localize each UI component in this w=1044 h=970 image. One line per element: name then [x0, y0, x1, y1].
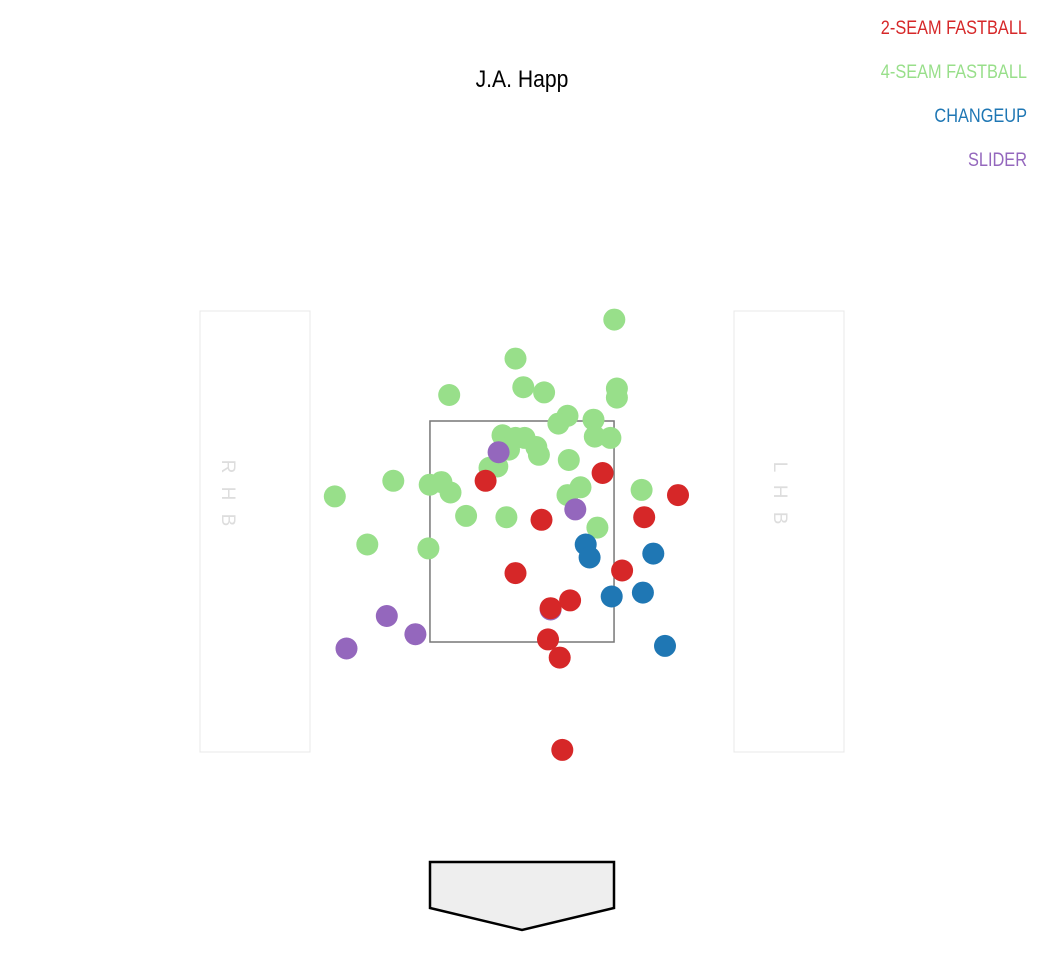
pitch-dot-2-seam-fastball: [667, 484, 689, 507]
pitch-dot-4-seam-fastball: [582, 408, 605, 431]
pitch-dot-4-seam-fastball: [605, 386, 628, 409]
pitch-dot-4-seam-fastball: [603, 308, 626, 331]
rhb-box: [199, 310, 311, 753]
strike-zone: [429, 420, 615, 643]
pitch-dot-changeup: [578, 546, 601, 569]
pitch-dot-4-seam-fastball: [382, 469, 405, 492]
pitch-dot-slider: [487, 441, 510, 464]
home-plate: [428, 860, 616, 932]
pitch-dot-4-seam-fastball: [438, 384, 461, 406]
pitch-dot-4-seam-fastball: [630, 478, 653, 501]
pitch-dot-4-seam-fastball: [527, 443, 550, 466]
pitch-dot-4-seam-fastball: [599, 426, 622, 449]
batter-side-text: L H B: [769, 462, 790, 529]
rhb-label: R H B: [217, 460, 238, 531]
pitch-dot-4-seam-fastball: [356, 533, 379, 556]
pitch-dot-2-seam-fastball: [539, 597, 562, 620]
pitch-dot-changeup: [642, 542, 665, 565]
pitch-dot-4-seam-fastball: [547, 412, 570, 435]
pitch-dot-4-seam-fastball: [439, 481, 462, 504]
pitch-dot-4-seam-fastball: [323, 485, 346, 508]
legend: 2-SEAM FASTBALL 4-SEAM FASTBALL CHANGEUP…: [857, 16, 1027, 192]
lhb-box: [733, 310, 845, 753]
pitch-dot-changeup: [654, 634, 676, 657]
pitch-dot-2-seam-fastball: [591, 462, 614, 484]
chart-title: J.A. Happ: [475, 66, 569, 93]
pitch-dot-4-seam-fastball: [557, 449, 580, 471]
pitch-dot-slider: [404, 623, 427, 646]
legend-item-changeup: CHANGEUP: [934, 106, 1027, 127]
pitch-dot-2-seam-fastball: [551, 738, 574, 761]
pitch-dot-changeup: [600, 585, 623, 608]
pitch-dot-2-seam-fastball: [474, 469, 497, 492]
legend-item-slider: SLIDER: [967, 150, 1027, 171]
pitch-dot-2-seam-fastball: [611, 559, 634, 582]
pitch-dot-2-seam-fastball: [530, 508, 553, 531]
pitch-dot-changeup: [631, 581, 654, 604]
pitch-dot-slider: [375, 605, 398, 627]
pitch-dot-4-seam-fastball: [533, 381, 556, 404]
pitch-dot-2-seam-fastball: [559, 589, 582, 612]
pitch-dot-4-seam-fastball: [455, 504, 478, 527]
pitch-dot-4-seam-fastball: [512, 376, 535, 399]
pitch-dot-4-seam-fastball: [504, 347, 527, 370]
lhb-label: L H B: [769, 462, 790, 529]
pitch-dot-2-seam-fastball: [633, 506, 656, 529]
pitch-dot-4-seam-fastball: [495, 506, 518, 529]
pitch-dot-4-seam-fastball: [586, 516, 609, 539]
pitch-dots: [323, 308, 689, 761]
pitch-dot-2-seam-fastball: [537, 628, 559, 651]
legend-item-4-seam: 4-SEAM FASTBALL: [880, 62, 1027, 83]
pitch-dot-slider: [335, 637, 358, 660]
pitch-dot-4-seam-fastball: [417, 537, 440, 560]
batter-side-text: R H B: [217, 460, 238, 531]
pitch-dot-2-seam-fastball: [504, 562, 527, 585]
legend-item-2-seam: 2-SEAM FASTBALL: [880, 18, 1027, 39]
pitch-dot-2-seam-fastball: [548, 646, 571, 669]
pitch-dot-slider: [564, 498, 587, 521]
